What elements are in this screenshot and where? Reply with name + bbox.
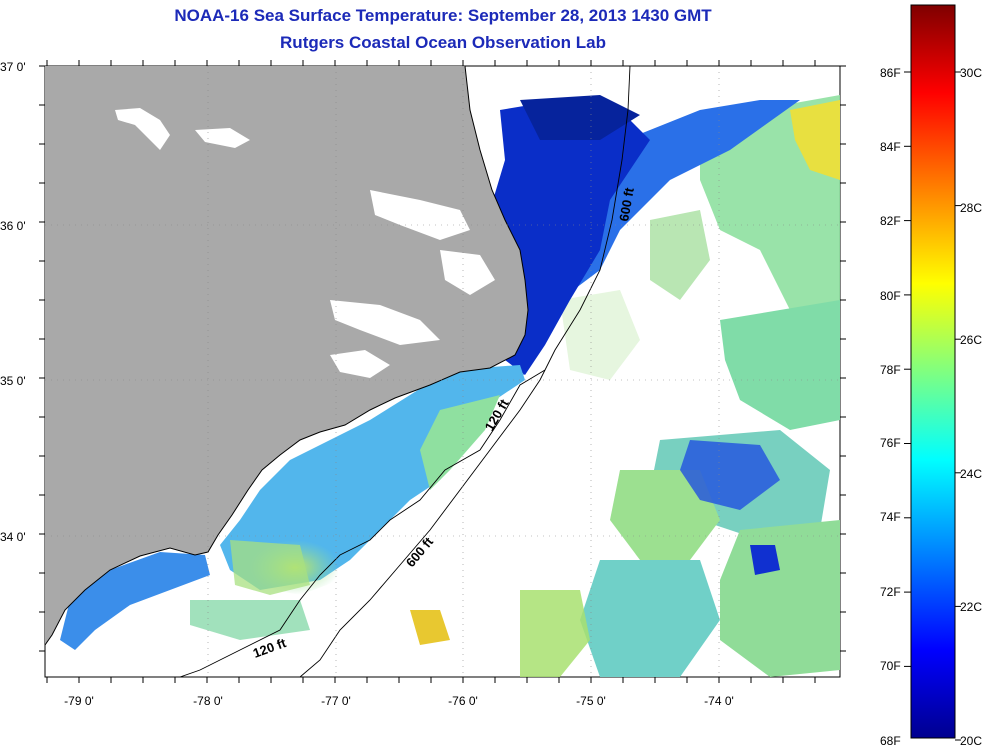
axis-ticks [39,60,846,683]
cb-c-label: 20C [960,734,982,748]
lat-label: 37 0' [0,60,26,74]
cb-f-label: 72F [880,585,901,599]
colorbar-ticks [904,71,961,741]
lon-label: -79 0' [64,694,94,708]
cb-f-label: 78F [880,363,901,377]
lon-label: -75 0' [576,694,606,708]
cb-f-label: 80F [880,289,901,303]
grid [45,66,840,677]
lat-label: 36 0' [0,219,26,233]
cb-f-label: 70F [880,659,901,673]
colorbar-celsius-labels: 30C 28C 26C 24C 22C 20C [960,66,982,748]
cb-f-label: 76F [880,436,901,450]
lon-label: -77 0' [321,694,351,708]
lon-label: -78 0' [193,694,223,708]
map-subtitle: Rutgers Coastal Ocean Observation Lab [280,33,606,52]
cb-f-label: 74F [880,510,901,524]
cb-f-label: 82F [880,214,901,228]
cb-f-label: 86F [880,66,901,80]
cb-f-label: 68F [880,734,901,748]
lon-label: -76 0' [448,694,478,708]
longitude-labels: -79 0' -78 0' -77 0' -76 0' -75 0' -74 0… [64,694,734,708]
lat-label: 34 0' [0,530,26,544]
contour-label-600-north: 600 ft [616,186,637,223]
lat-label: 35 0' [0,374,26,388]
colorbar-fahrenheit-labels: 86F 84F 82F 80F 78F 76F 74F 72F 70F 68F [880,66,901,748]
cb-c-label: 28C [960,201,982,215]
cb-c-label: 30C [960,66,982,80]
lon-label: -74 0' [704,694,734,708]
sst-coastal-water [60,95,800,650]
cb-c-label: 22C [960,600,982,614]
sst-warm-patches [190,95,840,677]
bathymetry-contours [179,66,631,677]
cb-f-label: 84F [880,140,901,154]
coastline [45,66,529,646]
cb-c-label: 26C [960,333,982,347]
map-title: NOAA-16 Sea Surface Temperature: Septemb… [174,6,712,25]
inland-water [115,75,495,378]
cb-c-label: 24C [960,467,982,481]
colorbar [910,4,956,739]
latitude-labels: 37 0' 36 0' 35 0' 34 0' [0,60,26,544]
